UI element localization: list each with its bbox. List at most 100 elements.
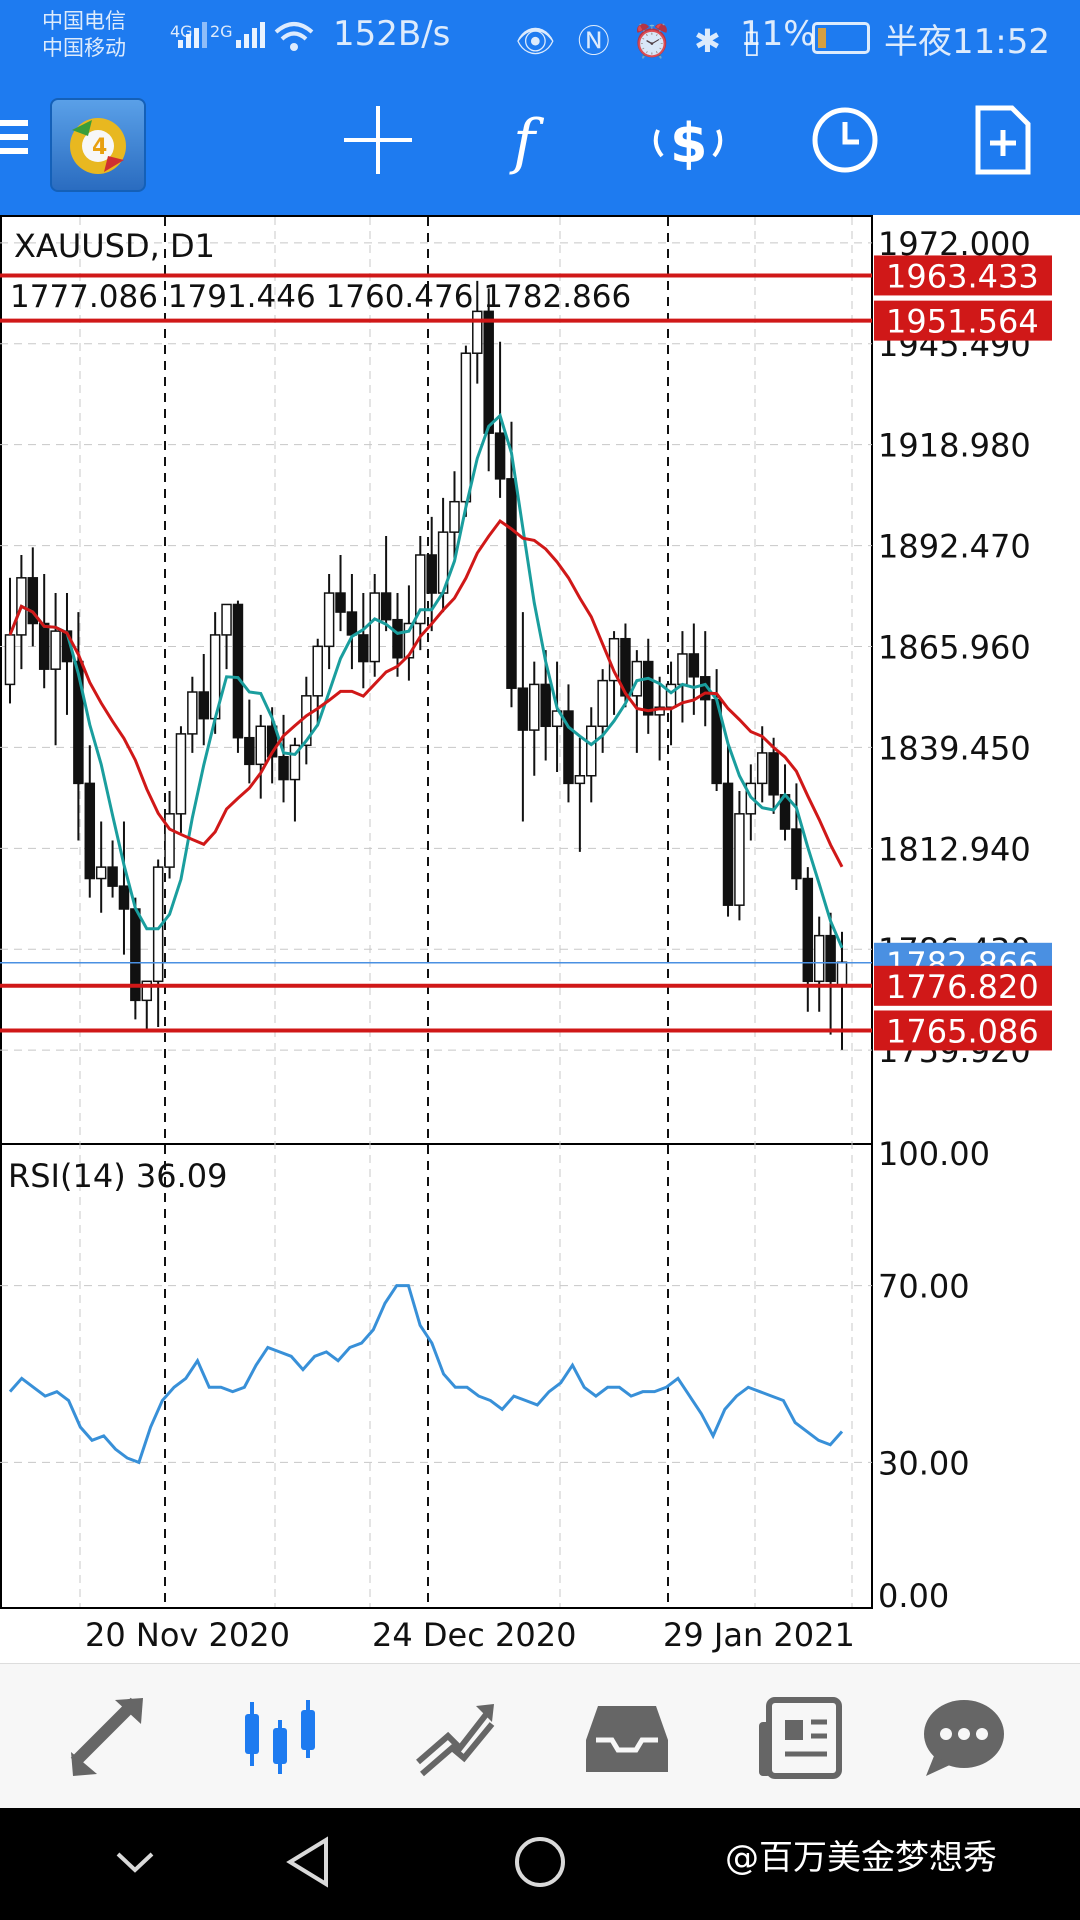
candle-bull <box>255 725 266 766</box>
candle-bear <box>198 691 210 720</box>
candle-bear <box>38 622 50 670</box>
candle-bull <box>323 592 335 648</box>
signal-icon <box>178 18 207 48</box>
candle-bear <box>802 877 814 983</box>
candle-bull <box>415 554 426 625</box>
chart-icon[interactable] <box>235 1692 325 1782</box>
candle-bull <box>597 679 608 728</box>
candle-bull <box>460 352 472 503</box>
candle-bull <box>95 866 107 880</box>
candle-bear <box>791 828 802 880</box>
candle-bear <box>380 592 392 621</box>
svg-text:f: f <box>509 107 545 177</box>
price-tick-label: 1865.960 <box>878 628 1031 666</box>
rsi-tick-label: 30.00 <box>878 1444 970 1482</box>
candle-bull <box>756 752 768 785</box>
chevron-down-icon[interactable] <box>110 1838 160 1888</box>
candle-bull <box>4 634 16 686</box>
crosshair-icon[interactable] <box>338 100 418 180</box>
wifi-icon <box>274 22 314 51</box>
rsi-tick-label: 100.00 <box>878 1135 990 1173</box>
candle-bull <box>586 725 597 777</box>
candle-bull <box>574 775 586 785</box>
carrier-2: 中国移动 <box>42 36 126 60</box>
trade-icon[interactable]: $ <box>648 100 728 180</box>
svg-text:4: 4 <box>92 135 107 160</box>
candle-bull <box>734 813 745 906</box>
candle-bear <box>266 725 278 758</box>
candle-bear <box>392 618 403 659</box>
candle-bear <box>563 710 574 785</box>
candle-bull <box>141 980 153 1002</box>
candle-bear <box>107 866 118 887</box>
level-tag <box>874 300 1052 341</box>
indicators-icon[interactable]: f <box>495 100 575 180</box>
rsi-tick-label: 70.00 <box>878 1268 970 1306</box>
candle-bull <box>449 500 460 533</box>
svg-text:$: $ <box>670 112 708 175</box>
rsi-label: RSI(14) 36.09 <box>8 1157 227 1195</box>
candle-bull <box>813 934 825 983</box>
date-label: 24 Dec 2020 <box>372 1616 576 1654</box>
mt4-logo[interactable]: 4 <box>50 98 146 192</box>
candle-bear <box>506 478 517 689</box>
quotes-icon[interactable] <box>65 1692 155 1782</box>
candle-bull <box>677 653 688 686</box>
date-label: 20 Nov 2020 <box>85 1616 290 1654</box>
history-icon[interactable] <box>805 100 885 180</box>
ma-fast-line <box>8 412 844 949</box>
level-tag <box>874 965 1052 1006</box>
clock: 半夜11:52 <box>884 22 1050 62</box>
candle-bull <box>164 813 175 868</box>
candle-bear <box>73 660 84 785</box>
price-tick-label: 1918.980 <box>878 427 1031 465</box>
new-order-icon[interactable] <box>962 100 1042 180</box>
trade-chart-icon[interactable] <box>408 1692 498 1782</box>
chart-ohlc: 1777.086 1791.446 1760.476 1782.866 <box>10 279 631 315</box>
candle-bear <box>825 934 836 983</box>
candle-bear <box>540 683 551 728</box>
carrier-1: 中国电信 <box>42 9 126 33</box>
price-tick-label: 1812.940 <box>878 830 1031 868</box>
back-icon[interactable] <box>280 1832 340 1892</box>
network-type-2: 2G <box>210 22 233 41</box>
candle-bull <box>403 622 415 659</box>
chart-symbol-period: XAUUSD, D1 <box>14 227 215 265</box>
rsi-tick-label: 0.00 <box>878 1577 949 1615</box>
menu-icon[interactable] <box>0 120 28 162</box>
candle-bear <box>278 755 289 781</box>
mt4-logo-graphic: 4 <box>70 118 126 174</box>
battery-percent: 11% <box>740 14 816 54</box>
candle-bull <box>665 683 677 708</box>
candle-bull <box>289 744 301 781</box>
candle-bear <box>426 554 437 594</box>
status-icons: 👁 Ⓝ ⏰ ✱ ▯ <box>515 22 767 60</box>
candle-bear <box>768 752 779 796</box>
chart-frame <box>0 215 873 1609</box>
candle-bear <box>244 736 255 766</box>
candle-bear <box>27 577 39 625</box>
candle-bear <box>620 637 631 697</box>
candle-bear <box>232 603 244 739</box>
date-label: 29 Jan 2021 <box>663 1616 855 1654</box>
level-tag <box>874 1010 1052 1051</box>
level-label: 1765.086 <box>886 1012 1039 1050</box>
candle-bear <box>358 634 369 663</box>
price-chart[interactable]: 1972.0001945.4901918.9801892.4701865.960… <box>0 215 1080 1655</box>
news-icon[interactable] <box>755 1692 845 1782</box>
candle-bull <box>529 683 540 731</box>
candle-bear <box>335 592 346 613</box>
chart-area[interactable]: 1972.000 1945.490 1918.980 1892.470 1865.960… <box>0 215 1080 1655</box>
level-label: 1963.433 <box>886 257 1039 295</box>
candle-bull <box>836 961 848 986</box>
price-tick-label: 1892.470 <box>878 528 1031 566</box>
candle-bull <box>551 710 563 728</box>
chat-icon[interactable] <box>918 1692 1008 1782</box>
candle-bull <box>221 603 232 636</box>
inbox-icon[interactable] <box>582 1692 672 1782</box>
level-label: 1951.564 <box>886 303 1039 341</box>
battery-icon <box>812 22 870 54</box>
candle-bear <box>722 782 734 906</box>
watermark: @百万美金梦想秀 <box>725 1838 997 1878</box>
home-icon[interactable] <box>510 1832 570 1892</box>
